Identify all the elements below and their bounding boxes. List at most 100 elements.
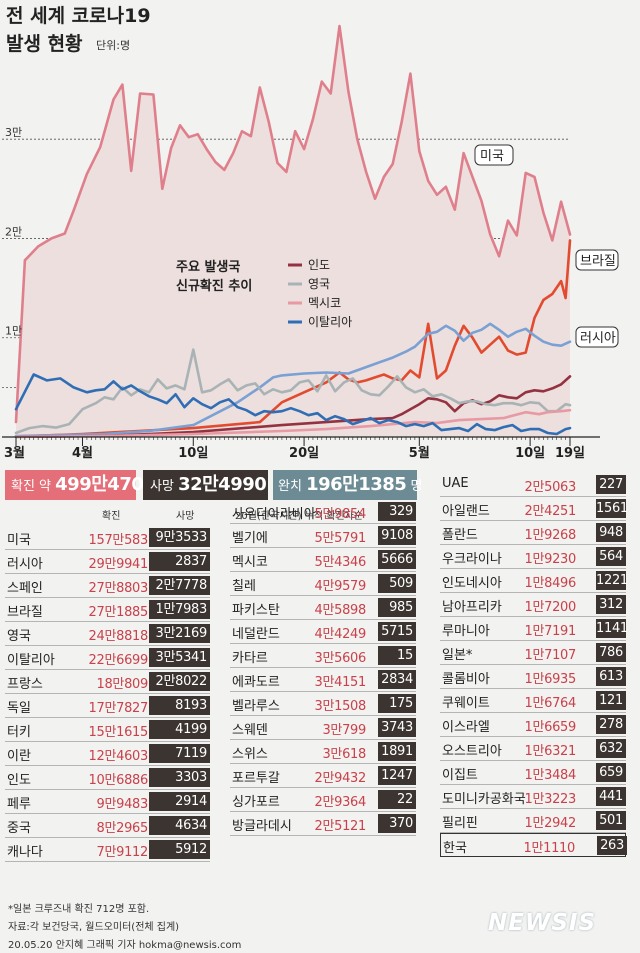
country-name: 페루 <box>7 797 31 812</box>
table-row: 독일 17만7827 8193 <box>5 694 210 718</box>
table-row: 페루 9만9483 2914 <box>5 790 210 814</box>
death-count: 1561 <box>596 499 628 518</box>
series-line-미국 <box>14 24 572 424</box>
confirmed-count: 12만4603 <box>88 749 149 764</box>
death-count: 3303 <box>149 768 210 787</box>
confirmed-count: 1만7107 <box>524 648 576 663</box>
y-tick-label: 1만 <box>5 325 22 338</box>
confirmed-count: 1만6764 <box>524 696 576 711</box>
death-count: 786 <box>596 643 626 662</box>
x-tick-label: 10일 <box>178 446 208 461</box>
table-row: 터키 15만1615 4199 <box>5 718 210 742</box>
table-row: 필리핀 1만2942 501 <box>440 809 626 833</box>
summary-recovered: 완치 196만1385 명 <box>273 470 422 500</box>
confirmed-count: 4만9579 <box>314 579 366 594</box>
chart-unit: 단위:명 <box>96 39 130 52</box>
confirmed-count: 5만4346 <box>314 555 366 570</box>
country-name: 파키스탄 <box>232 603 280 618</box>
summary-recovered-value: 196만1385 <box>306 474 407 495</box>
newsis-logo: NEWSIS <box>488 910 597 936</box>
confirmed-count: 1만7200 <box>524 600 576 615</box>
confirmed-count: 1만9268 <box>524 528 576 543</box>
death-count: 263 <box>597 836 627 855</box>
country-name: 한국 <box>443 841 467 856</box>
table-row: 영국 24만8818 3만2169 <box>5 622 210 646</box>
country-name: 미국 <box>7 533 31 548</box>
table-row: 우크라이나 1만9230 564 <box>440 545 626 569</box>
table-row: 브라질 27만1885 1만7983 <box>5 598 210 622</box>
header-note: 20일(한국시간) 누적 확진자순 <box>235 511 364 522</box>
confirmed-count: 2만4251 <box>524 504 576 519</box>
table-row: 아일랜드 2만4251 1561 <box>440 497 628 521</box>
death-count: 659 <box>596 763 626 782</box>
country-name: UAE <box>442 476 469 491</box>
death-count: 2914 <box>149 792 210 811</box>
confirmed-count: 7만9112 <box>96 845 148 860</box>
confirmed-count: 5만9854 <box>314 507 366 522</box>
confirmed-count: 1만1110 <box>523 841 575 856</box>
death-count: 175 <box>378 694 416 713</box>
table-row: 콜롬비아 1만6935 613 <box>440 665 626 689</box>
confirmed-count: 10만6886 <box>88 773 149 788</box>
table-row: 캐나다 7만9112 5912 <box>5 838 210 862</box>
y-tick-label: 3만 <box>5 126 22 139</box>
country-name: 독일 <box>7 701 31 716</box>
callout-label-브라질: 브라질 <box>580 254 616 269</box>
x-tick-label: 4월 <box>72 445 93 461</box>
table-row: 프랑스 18만809 2만8022 <box>5 670 210 694</box>
death-count: 501 <box>596 811 626 830</box>
country-name: 콜롬비아 <box>442 672 490 687</box>
country-name: 스위스 <box>232 747 268 762</box>
summary-deaths-label: 사망 <box>150 479 174 494</box>
confirmed-count: 1만8496 <box>524 576 576 591</box>
table-row: 폴란드 1만9268 948 <box>440 521 626 545</box>
table-row: 이란 12만4603 7119 <box>5 742 210 766</box>
country-name: 칠레 <box>232 579 256 594</box>
table-row: 포르투갈 2만9432 1247 <box>230 764 416 788</box>
confirmed-count: 4만4249 <box>314 627 366 642</box>
summary-confirmed: 확진 약 499만470 <box>5 470 144 500</box>
table-row: UAE 2만5063 227 <box>440 473 626 497</box>
confirmed-count: 22만6699 <box>88 653 149 668</box>
confirmed-count: 3만618 <box>322 747 366 762</box>
country-name: 남아프리카 <box>442 600 502 615</box>
series-line-러시아 <box>14 322 572 438</box>
summary-deaths: 사망 32만4990 <box>143 470 268 500</box>
country-name: 오스트리아 <box>442 744 502 759</box>
chart-title-line2: 발생 현황 <box>6 32 83 55</box>
table-row: 쿠웨이트 1만6764 121 <box>440 689 626 713</box>
country-name: 포르투갈 <box>232 771 280 786</box>
death-count: 312 <box>596 595 626 614</box>
country-name: 필리핀 <box>442 816 478 831</box>
country-name: 방글라데시 <box>232 819 292 834</box>
confirmed-count: 15만1615 <box>88 725 149 740</box>
death-count: 1141 <box>596 619 628 638</box>
death-count: 370 <box>378 814 416 833</box>
callout-box <box>474 144 514 166</box>
confirmed-count: 29만9941 <box>88 557 149 572</box>
series-line-멕시코 <box>14 408 572 439</box>
table-row: 러시아 29만9941 2837 <box>5 550 210 574</box>
death-count: 4634 <box>149 816 210 835</box>
table-row: 이스라엘 1만6659 278 <box>440 713 626 737</box>
death-count: 564 <box>596 547 626 566</box>
confirmed-count: 2만9364 <box>314 795 366 810</box>
country-name: 프랑스 <box>7 677 43 692</box>
table-row: 네덜란드 4만4249 5715 <box>230 620 416 644</box>
x-tick-label: 3월 <box>4 445 25 461</box>
death-count: 329 <box>378 502 416 521</box>
country-name: 이란 <box>7 749 31 764</box>
summary-deaths-value: 32만4990 <box>178 474 267 495</box>
table-row: 벨라루스 3만1508 175 <box>230 692 416 716</box>
country-name: 영국 <box>7 629 31 644</box>
death-count: 948 <box>596 523 626 542</box>
table-row: 멕시코 5만4346 5666 <box>230 548 416 572</box>
y-tick-label: 2만 <box>5 225 22 238</box>
death-count: 2834 <box>378 670 416 689</box>
death-count: 5912 <box>149 840 210 859</box>
death-count: 1221 <box>596 571 628 590</box>
country-name: 멕시코 <box>232 555 268 570</box>
death-count: 613 <box>596 667 626 686</box>
death-count: 22 <box>378 790 416 809</box>
